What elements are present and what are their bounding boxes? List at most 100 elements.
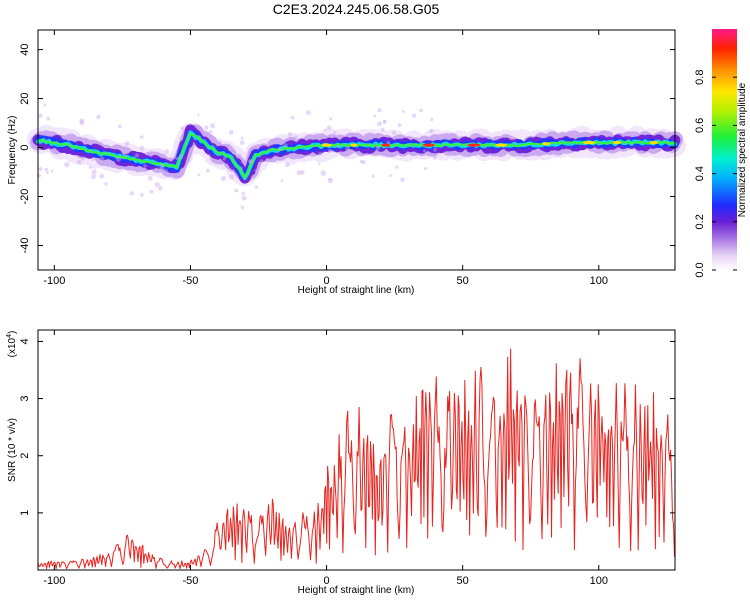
spectrogram-speckle [228, 174, 235, 180]
spectrogram-speckle [300, 170, 305, 175]
spectrogram-speckle [96, 114, 101, 120]
spectrogram-speckle [422, 149, 426, 153]
spectrogram-speckle [411, 113, 417, 118]
snr-series-line [38, 348, 675, 570]
spectrogram-speckle [117, 124, 122, 129]
spectrogram-speckle [329, 117, 333, 121]
spectrogram-speckle [36, 173, 41, 178]
colorbar-tick-label: 0.6 [694, 118, 706, 133]
spectrogram-speckle [278, 147, 282, 152]
spectrogram-speckle [407, 135, 412, 140]
spectrogram-hotspot [582, 141, 596, 145]
spectrogram-speckle [99, 173, 105, 179]
colorbar: 0.0 0.2 0.4 0.6 0.8 Normalized spectral ampl… [694, 29, 748, 278]
spectrogram-speckle [91, 158, 95, 162]
spectrogram-speckle [318, 151, 323, 156]
spectrogram-speckle [240, 205, 245, 210]
spectrogram-speckle [296, 170, 302, 176]
spectrogram-hotspot [495, 143, 508, 147]
spectrogram-speckle [320, 170, 326, 176]
spectrogram-speckle [149, 189, 154, 194]
spectrogram-speckle [248, 159, 253, 164]
spectrogram-speckle [210, 123, 216, 129]
spectrogram-speckle [90, 174, 97, 180]
spectrogram-x-tick-label: -100 [43, 275, 65, 287]
spectrogram-speckle [400, 177, 405, 182]
spectrogram-speckle [290, 115, 295, 120]
spectrogram-speckle [222, 157, 226, 161]
spectrogram-x-axis-label: Height of straight line (km) [298, 285, 415, 296]
spectrogram-speckle [175, 156, 180, 161]
spectrogram-speckle [220, 175, 226, 182]
spectrogram-speckle [254, 169, 258, 172]
snr-x-tick-label: 100 [590, 575, 608, 587]
spectrogram-speckle [50, 169, 54, 173]
spectrogram-speckle [216, 140, 222, 146]
spectrogram-speckle [397, 123, 402, 128]
spectrogram-speckle [376, 121, 382, 127]
spectrogram-speckle [364, 136, 370, 142]
spectrogram-y-axis-label: Frequency (Hz) [7, 116, 18, 185]
spectrogram-speckle [38, 113, 43, 118]
spectrogram-speckle [381, 127, 385, 132]
spectrogram-speckle [259, 159, 264, 164]
spectrogram-speckle [124, 141, 130, 146]
snr-y-tick-label: 1 [19, 510, 31, 516]
spectrogram-speckle [116, 165, 120, 169]
snr-frame [37, 329, 676, 571]
spectrogram-panel: -100 -50 0 50 100 40 20 0 -20 -40 Height of stra… [7, 29, 686, 296]
spectrogram-hotspot [649, 141, 659, 145]
spectrogram-hotspot [612, 141, 621, 145]
spectrogram-speckle [139, 145, 145, 151]
spectrogram-y-tick-label: -20 [19, 189, 31, 205]
spectrogram-speckle [287, 132, 293, 137]
spectrogram-x-tick-label: 0 [323, 275, 329, 287]
spectrogram-speckle [143, 163, 147, 168]
spectrogram-speckle [345, 146, 350, 152]
spectrogram-y-tick-label: 0 [19, 144, 31, 150]
snr-y-tick-label: 3 [19, 396, 31, 402]
spectrogram-speckle [158, 167, 163, 172]
spectrogram-speckle [197, 173, 201, 177]
spectrogram-speckle [209, 129, 213, 134]
spectrogram-speckle [375, 145, 381, 151]
spectrogram-speckle [140, 135, 144, 139]
spectrogram-speckle [371, 174, 375, 178]
spectrogram-speckle [79, 118, 84, 123]
spectrogram-speckle [134, 153, 140, 158]
spectrogram-speckle [178, 154, 183, 159]
spectrogram-speckle [164, 149, 170, 154]
snr-x-ticks: -100 -50 0 50 100 [43, 330, 608, 587]
snr-x-axis-label: Height of straight line (km) [298, 585, 415, 596]
spectrogram-speckle [388, 174, 392, 178]
spectrogram-speckle [336, 145, 340, 149]
snr-x-tick-label: -50 [182, 575, 198, 587]
spectrogram-speckle [432, 155, 437, 160]
spectrogram-speckle [240, 136, 244, 140]
colorbar-label: Normalized spectral amplitude [737, 82, 748, 217]
spectrogram-y-tick-label: 40 [19, 43, 31, 55]
snr-panel: -100 -50 0 50 100 4 3 2 1 Height of straight li… [6, 329, 676, 596]
spectrogram-speckle [240, 160, 245, 164]
spectrogram-speckle [197, 113, 200, 117]
spectrogram-speckle [234, 188, 239, 193]
spectrogram-speckle [91, 169, 97, 175]
spectrogram-speckle [157, 186, 163, 191]
spectrogram-speckle [239, 140, 245, 146]
spectrogram-speckle [79, 120, 85, 126]
spectrogram-speckle [280, 179, 284, 182]
snr-y-tick-label: 2 [19, 453, 31, 459]
spectrogram-speckle [285, 162, 290, 167]
spectrogram-speckle [377, 108, 382, 113]
spectrogram-speckle [160, 163, 164, 168]
spectrogram-speckle [328, 177, 331, 181]
spectrogram-speckle [383, 120, 386, 123]
spectrogram-speckle [236, 153, 242, 158]
spectrogram-speckle [293, 135, 298, 140]
spectrogram-hotspot [321, 143, 332, 147]
snr-x-tick-label: -100 [43, 575, 65, 587]
spectrogram-speckle [104, 182, 108, 186]
colorbar-tick-label: 0.4 [694, 166, 706, 181]
spectrogram-speckle [373, 114, 377, 118]
